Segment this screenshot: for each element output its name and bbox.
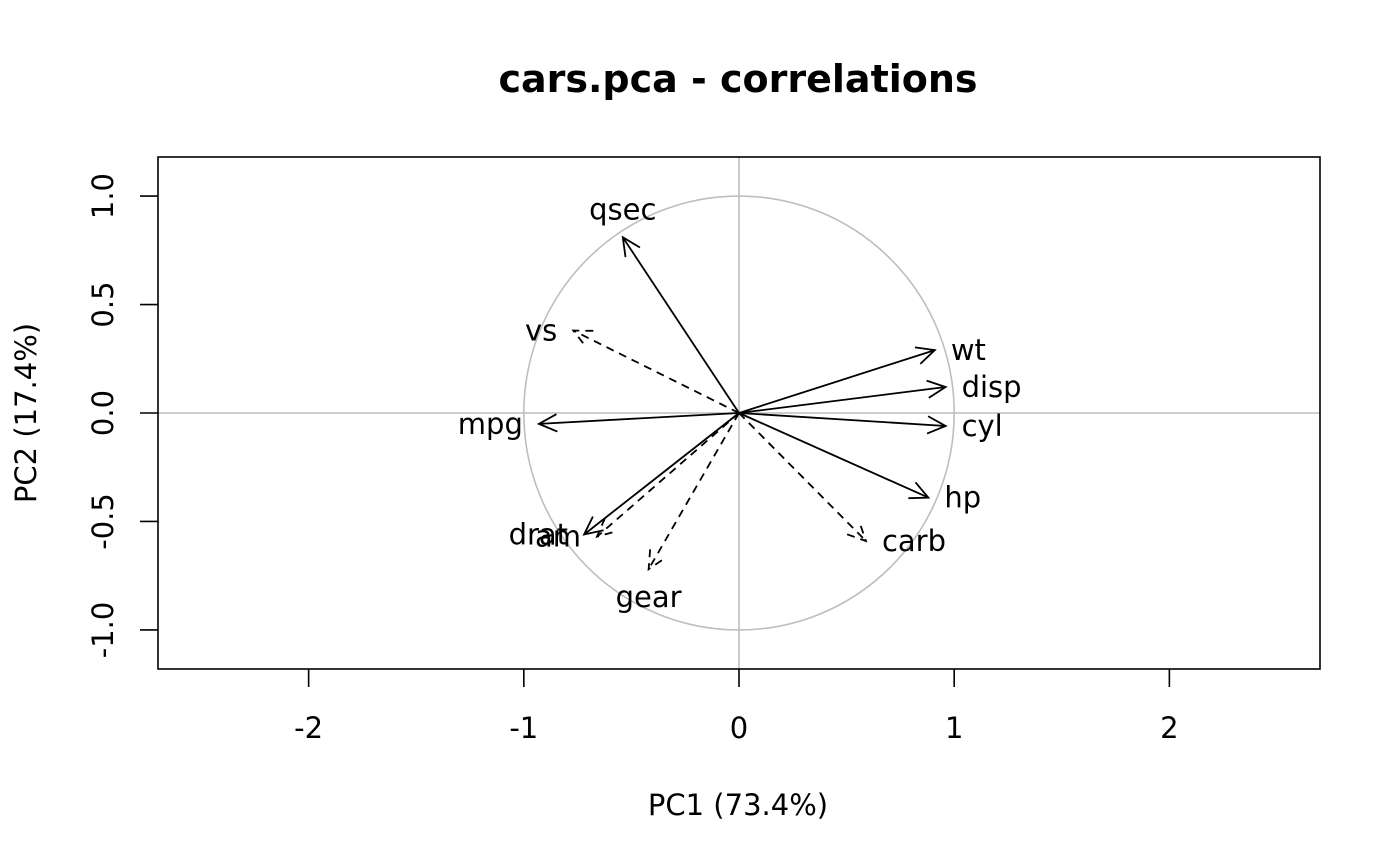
vector-label-am: am <box>535 520 581 554</box>
x-tick-label: -2 <box>294 711 323 745</box>
arrow-head-hp <box>908 481 931 500</box>
vector-label-wt: wt <box>951 333 986 367</box>
chart-title: cars.pca - correlations <box>498 57 977 101</box>
vector-cyl: cyl <box>738 409 1003 443</box>
vector-label-gear: gear <box>616 580 682 614</box>
vector-label-drat: drat <box>509 517 568 551</box>
vector-label-disp: disp <box>962 370 1022 404</box>
vector-disp: disp <box>738 370 1022 414</box>
unit-circle <box>523 195 955 631</box>
vector-label-vs: vs <box>525 314 557 348</box>
arrow-head-gear <box>647 549 666 571</box>
vector-wt: wt <box>738 333 986 414</box>
arrow-line-vs <box>572 329 740 414</box>
x-tick-label: 2 <box>1160 711 1178 745</box>
vector-am: am <box>535 412 740 554</box>
arrow-line-wt <box>738 349 936 414</box>
arrow-line-disp <box>738 386 946 414</box>
arrow-line-mpg <box>538 412 740 425</box>
x-tick-label: 0 <box>730 711 748 745</box>
vector-carb: carb <box>738 412 946 558</box>
x-axis-title: PC1 (73.4%) <box>648 788 828 822</box>
y-tick-label: 0.5 <box>86 281 120 327</box>
arrow-head-cyl <box>926 415 948 435</box>
y-tick-label: -1.0 <box>86 602 120 659</box>
arrow-line-cyl <box>738 412 946 427</box>
vector-label-carb: carb <box>882 524 946 558</box>
y-tick-label: 1.0 <box>86 173 120 219</box>
arrow-head-drat <box>582 516 604 536</box>
arrow-head-qsec <box>621 235 641 258</box>
vector-label-hp: hp <box>944 481 981 515</box>
arrow-head-mpg <box>536 413 558 433</box>
arrow-head-vs <box>571 329 594 347</box>
vector-label-mpg: mpg <box>458 407 523 441</box>
y-axis-title: PC2 (17.4%) <box>9 323 43 503</box>
vector-drat: drat <box>509 412 740 551</box>
vector-qsec: qsec <box>589 192 740 414</box>
vector-mpg: mpg <box>458 407 740 441</box>
arrow-head-disp <box>926 379 948 399</box>
plot-area: -2 -1 0 1 2 -1.0 -0.5 0.0 0.5 1.0 mpg cyl disp hp drat… <box>86 156 1321 745</box>
vector-label-qsec: qsec <box>589 192 656 226</box>
vector-label-cyl: cyl <box>962 409 1003 443</box>
vector-vs: vs <box>525 314 740 414</box>
arrow-line-drat <box>583 412 740 536</box>
arrow-line-am <box>596 412 740 538</box>
arrow-line-hp <box>738 412 929 499</box>
vector-hp: hp <box>738 412 981 515</box>
arrow-head-carb <box>846 521 868 543</box>
arrow-line-qsec <box>622 236 740 414</box>
x-tick-label: 1 <box>945 711 963 745</box>
arrow-line-gear <box>647 412 740 570</box>
arrow-head-wt <box>914 346 937 365</box>
vector-gear: gear <box>616 412 740 614</box>
x-tick-label: -1 <box>509 711 538 745</box>
y-tick-label: 0.0 <box>86 390 120 436</box>
arrow-head-am <box>595 517 617 539</box>
arrow-line-carb <box>738 412 867 542</box>
y-tick-label: -0.5 <box>86 493 120 550</box>
